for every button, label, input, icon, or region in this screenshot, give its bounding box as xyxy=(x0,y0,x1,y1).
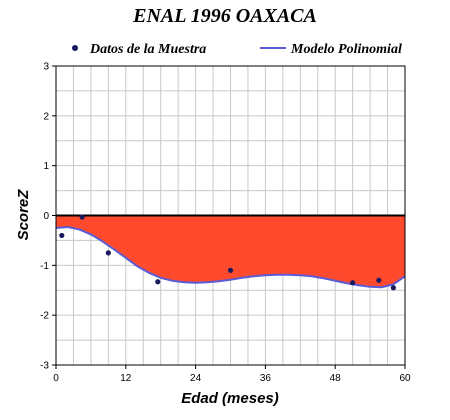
data-point xyxy=(105,250,111,256)
y-tick-label: -2 xyxy=(40,311,49,322)
data-point xyxy=(376,277,382,283)
data-point xyxy=(227,267,234,273)
x-axis-label: Edad (meses) xyxy=(181,390,279,407)
legend-label-modelo: Modelo Polinomial xyxy=(290,42,402,57)
legend-label-datos: Datos de la Muestra xyxy=(89,42,206,57)
y-tick-label: 2 xyxy=(43,111,49,122)
data-point xyxy=(350,280,356,286)
data-point xyxy=(390,285,396,291)
x-tick-label: 0 xyxy=(53,373,59,384)
chart-title: ENAL 1996 OAXACA xyxy=(132,5,317,27)
y-tick-label: 0 xyxy=(43,211,49,222)
model-curve xyxy=(55,225,406,289)
data-point xyxy=(59,232,65,239)
data-point xyxy=(155,279,161,285)
x-tick-label: 24 xyxy=(190,373,202,384)
x-tick-label: 12 xyxy=(120,373,132,384)
y-tick-label: 1 xyxy=(43,161,49,172)
x-tick-label: 48 xyxy=(330,373,342,384)
y-tick-label: 3 xyxy=(43,62,49,73)
legend: Datos de la Muestra Modelo Polinomial xyxy=(72,42,402,57)
y-tick-label: -3 xyxy=(40,361,49,372)
y-tick-label: -1 xyxy=(40,261,49,272)
y-axis-label: ScoreZ xyxy=(15,189,32,241)
x-tick-label: 60 xyxy=(399,373,411,384)
data-point xyxy=(79,214,85,220)
x-tick-label: 36 xyxy=(260,373,272,384)
legend-marker-datos xyxy=(72,45,78,51)
